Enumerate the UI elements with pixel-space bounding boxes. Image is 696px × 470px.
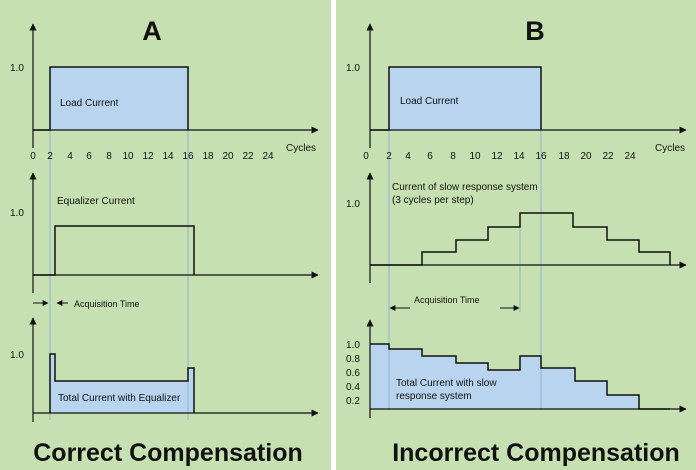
panel-b-total-fill <box>370 344 639 409</box>
panel-b-slow-label-1: Current of slow response system <box>392 182 538 193</box>
panel-b-total-current-line <box>370 343 670 410</box>
panel-b-x-ticks: 0 2 4 6 8 10 12 14 16 18 20 22 24 <box>363 151 636 162</box>
panel-b-load-label: Load Current <box>400 96 459 107</box>
panel-b-x-tick: 8 <box>450 151 456 162</box>
panel-b-total-y-tick: 0.4 <box>346 382 360 393</box>
panel-a-acq-label: Acquisition Time <box>74 299 140 309</box>
panel-a-total-fill <box>50 354 194 413</box>
panel-b-x-tick: 10 <box>469 151 481 162</box>
panel-b-x-tick: 14 <box>513 151 525 162</box>
panel-b-x-tick: 16 <box>535 151 547 162</box>
panel-b-x-tick: 12 <box>491 151 503 162</box>
panel-a-eq-value: 1.0 <box>10 208 24 219</box>
panel-b-x-tick: 0 <box>363 151 369 162</box>
panel-a-load-value: 1.0 <box>10 63 24 74</box>
panel-a-x-tick: 0 <box>30 151 36 162</box>
panel-b-slow-label-2: (3 cycles per step) <box>392 195 474 206</box>
panel-a-x-tick: 16 <box>182 151 194 162</box>
panel-b-x-tick: 24 <box>624 151 636 162</box>
panel-a: A 1.0 Load Current 0 2 4 6 8 10 12 14 16… <box>0 0 331 470</box>
panel-b-acq-label: Acquisition Time <box>414 295 480 305</box>
panel-separator <box>331 0 336 470</box>
panel-b-slow-value: 1.0 <box>346 199 360 210</box>
panel-a-caption: Correct Compensation <box>33 439 302 467</box>
panel-a-x-tick: 10 <box>122 151 134 162</box>
panel-b-caption: Incorrect Compensation <box>392 439 680 467</box>
panel-b-x-tick: 22 <box>602 151 614 162</box>
panel-b-letter: B <box>525 16 545 46</box>
panel-a-load-label: Load Current <box>60 98 119 109</box>
panel-a-x-tick: 18 <box>202 151 214 162</box>
panel-a-x-tick: 24 <box>262 151 274 162</box>
panel-b-total-y-tick: 1.0 <box>346 340 360 351</box>
panel-b-x-tick: 2 <box>386 151 392 162</box>
panel-a-x-tick: 4 <box>67 151 73 162</box>
panel-b-x-unit: Cycles <box>655 143 685 154</box>
panel-b-total-y-tick: 0.2 <box>346 396 360 407</box>
panel-b-total-y-tick: 0.6 <box>346 368 360 379</box>
panel-a-x-tick: 14 <box>162 151 174 162</box>
panel-b-load-value: 1.0 <box>346 63 360 74</box>
panel-b-x-tick: 20 <box>580 151 592 162</box>
panel-a-x-tick: 8 <box>106 151 112 162</box>
panel-b-slow-current-line <box>370 212 671 266</box>
panel-a-total-label: Total Current with Equalizer <box>58 393 181 404</box>
panel-b-x-tick: 18 <box>558 151 570 162</box>
panel-a-total-value: 1.0 <box>10 350 24 361</box>
panel-a-x-tick: 2 <box>47 151 53 162</box>
panel-a-equalizer-current-line <box>33 225 195 276</box>
panel-a-x-unit: Cycles <box>286 143 316 154</box>
panel-a-x-tick: 12 <box>142 151 154 162</box>
panel-b-x-tick: 4 <box>405 151 411 162</box>
panel-a-x-ticks: 0 2 4 6 8 10 12 14 16 18 20 22 24 <box>30 151 274 162</box>
panel-b-total-y-ticks: 1.0 0.8 0.6 0.4 0.2 <box>346 340 360 407</box>
panel-a-x-tick: 6 <box>86 151 92 162</box>
panel-b-load-current-line <box>370 66 542 131</box>
panel-a-total-current-line <box>49 353 195 413</box>
panel-a-x-tick: 22 <box>242 151 254 162</box>
panel-a-letter: A <box>142 16 162 46</box>
panel-b-load-fill <box>389 67 541 130</box>
panel-b-total-label-2: response system <box>396 391 472 402</box>
panel-b-x-tick: 6 <box>427 151 433 162</box>
panel-a-load-fill <box>50 67 188 130</box>
panel-b-total-label-1: Total Current with slow <box>396 378 497 389</box>
panel-a-x-tick: 20 <box>222 151 234 162</box>
panel-b: B 1.0 Load Current 0 2 4 6 8 10 12 14 16… <box>336 0 696 470</box>
panel-b-total-y-tick: 0.8 <box>346 354 360 365</box>
panel-a-eq-label: Equalizer Current <box>57 196 135 207</box>
panel-a-load-current-line <box>33 66 189 131</box>
